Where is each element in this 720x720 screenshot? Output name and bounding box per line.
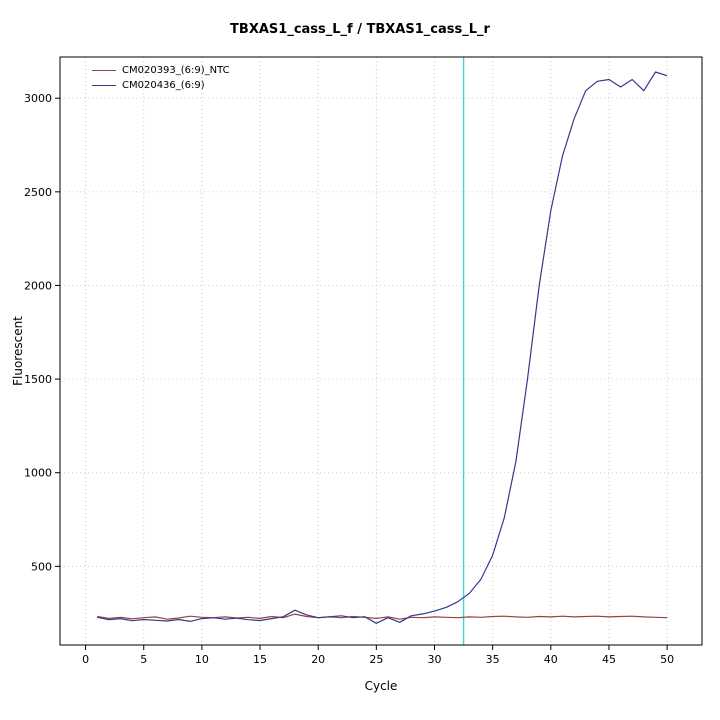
y-tick-label: 1500 bbox=[24, 373, 52, 386]
x-tick-label: 45 bbox=[602, 653, 616, 666]
legend-item-sample: CM020436_(6:9) bbox=[92, 79, 230, 92]
chart-title: TBXAS1_cass_L_f / TBXAS1_cass_L_r bbox=[230, 22, 490, 37]
x-tick-label: 30 bbox=[428, 653, 442, 666]
series-line-0 bbox=[97, 613, 668, 620]
legend: CM020393_(6:9)_NTC CM020436_(6:9) bbox=[92, 64, 230, 92]
x-tick-label: 15 bbox=[253, 653, 267, 666]
legend-line-swatch-ntc bbox=[92, 70, 116, 71]
x-tick-label: 50 bbox=[660, 653, 674, 666]
legend-label-ntc: CM020393_(6:9)_NTC bbox=[122, 65, 230, 76]
x-tick-label: 40 bbox=[544, 653, 558, 666]
y-tick-label: 2000 bbox=[24, 279, 52, 292]
y-tick-label: 500 bbox=[31, 560, 52, 573]
y-axis-label: Fluorescent bbox=[11, 316, 25, 386]
x-tick-label: 5 bbox=[140, 653, 147, 666]
x-tick-label: 25 bbox=[369, 653, 383, 666]
x-tick-label: 35 bbox=[486, 653, 500, 666]
x-axis-label: Cycle bbox=[364, 679, 398, 693]
series-line-1 bbox=[97, 71, 668, 624]
legend-item-ntc: CM020393_(6:9)_NTC bbox=[92, 64, 230, 77]
y-tick-label: 1000 bbox=[24, 467, 52, 480]
x-tick-label: 20 bbox=[311, 653, 325, 666]
legend-line-swatch-sample bbox=[92, 85, 116, 86]
plot-border bbox=[59, 56, 703, 646]
x-tick-label: 0 bbox=[82, 653, 89, 666]
legend-label-sample: CM020436_(6:9) bbox=[122, 80, 205, 91]
y-tick-label: 2500 bbox=[24, 186, 52, 199]
x-tick-label: 10 bbox=[195, 653, 209, 666]
y-tick-label: 3000 bbox=[24, 92, 52, 105]
